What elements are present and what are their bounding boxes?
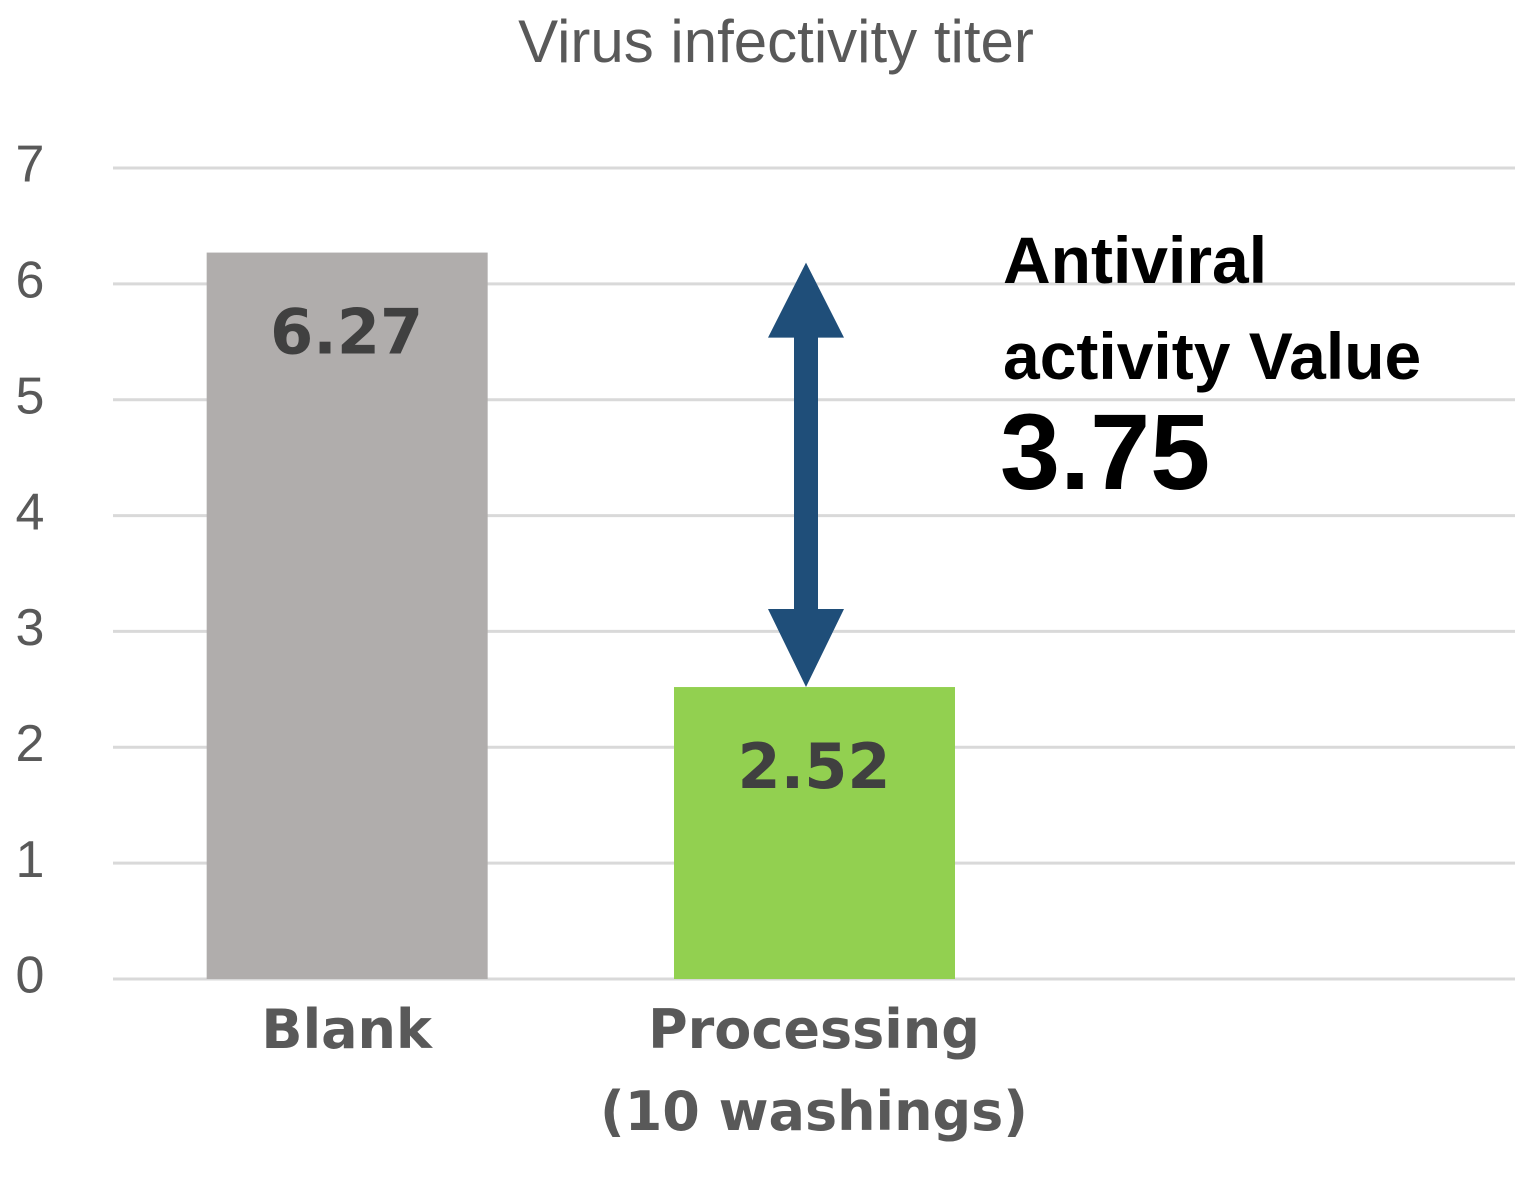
y-tick-label: 2 bbox=[16, 715, 45, 773]
data-label: 2.52 bbox=[738, 730, 891, 803]
data-label: 6.27 bbox=[270, 296, 423, 369]
y-tick-label: 0 bbox=[16, 947, 45, 1005]
annotation-text: Antiviral activity Value bbox=[1003, 223, 1422, 393]
y-tick-label: 1 bbox=[16, 831, 45, 889]
y-tick-label: 6 bbox=[16, 252, 45, 310]
x-tick-label: Blank bbox=[261, 998, 432, 1061]
bar bbox=[206, 252, 488, 980]
y-tick-label: 5 bbox=[16, 367, 45, 425]
annotation-value: 3.75 bbox=[1000, 391, 1211, 512]
y-tick-label: 7 bbox=[16, 136, 45, 194]
annotation-arrow bbox=[768, 262, 844, 688]
y-tick-label: 4 bbox=[16, 483, 45, 541]
bar bbox=[674, 687, 955, 979]
x-tick-label: Processing (10 washings) bbox=[600, 998, 1028, 1143]
chart-title: Virus infectivity titer bbox=[518, 8, 1034, 75]
y-tick-label: 3 bbox=[16, 599, 45, 657]
